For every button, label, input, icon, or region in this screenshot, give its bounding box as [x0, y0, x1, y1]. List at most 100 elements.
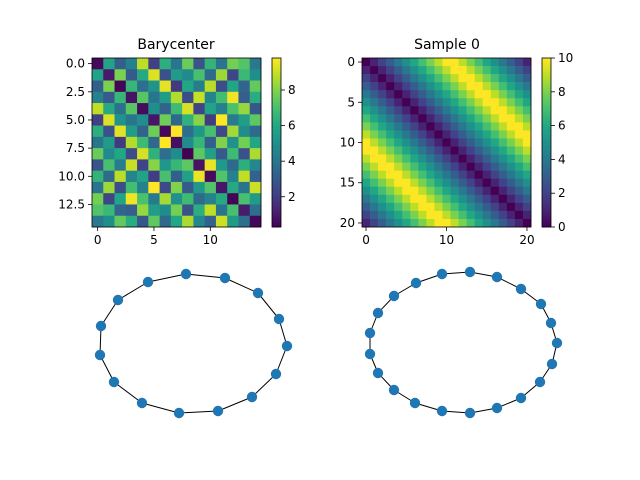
heatmap-cell: [402, 130, 411, 139]
heatmap-cell: [193, 69, 205, 81]
heatmap-cell: [204, 69, 217, 81]
heatmap-cell: [114, 58, 127, 70]
heatmap-cell: [434, 210, 443, 220]
colorbar-segment: [542, 205, 551, 209]
y-tick-label: 10: [340, 136, 355, 150]
colorbar-segment: [542, 92, 551, 96]
heatmap-cell: [474, 106, 484, 115]
graph-node: [535, 298, 547, 310]
heatmap-cell: [182, 103, 194, 115]
heatmap-cell: [402, 218, 411, 228]
heatmap-cell: [466, 130, 475, 139]
colorbar-segment: [272, 171, 281, 175]
heatmap-cell: [410, 138, 419, 147]
heatmap-cell: [418, 114, 427, 123]
heatmap-cell: [410, 130, 419, 139]
heatmap-cell: [426, 154, 435, 163]
heatmap-cell: [466, 90, 475, 99]
heatmap-cell: [182, 125, 194, 138]
colorbar-segment: [272, 73, 281, 77]
heatmap-cell: [125, 91, 138, 104]
heatmap-cell: [370, 202, 379, 212]
colorbar-segment: [542, 147, 551, 151]
heatmap-cell: [378, 98, 387, 107]
heatmap-cell: [394, 74, 403, 83]
heatmap-cell: [522, 218, 532, 228]
heatmap-cell: [238, 91, 251, 104]
barycenter-title: Barycenter: [137, 37, 215, 53]
heatmap-cell: [215, 69, 228, 81]
heatmap-cell: [522, 114, 532, 123]
barycenter-graph: [94, 268, 293, 419]
colorbar-tick-label: 4: [288, 154, 296, 168]
heatmap-cell: [378, 178, 387, 188]
colorbar-segment: [272, 182, 281, 186]
heatmap-cell: [148, 58, 160, 70]
colorbar-segment: [542, 190, 551, 194]
heatmap-cell: [125, 136, 138, 149]
heatmap-cell: [514, 186, 524, 196]
heatmap-cell: [466, 122, 475, 131]
heatmap-cell: [442, 98, 451, 107]
heatmap-cell: [506, 210, 516, 220]
heatmap-cell: [159, 91, 172, 104]
heatmap-cell: [394, 210, 403, 220]
heatmap-cell: [249, 114, 262, 126]
heatmap-cell: [227, 193, 239, 205]
heatmap-cell: [514, 146, 524, 155]
heatmap-cell: [204, 181, 217, 194]
heatmap-cell: [474, 130, 484, 139]
heatmap-cell: [386, 98, 395, 107]
heatmap-cell: [434, 202, 443, 212]
heatmap-cell: [114, 125, 127, 138]
heatmap-cell: [114, 69, 127, 81]
heatmap-cell: [490, 194, 500, 204]
heatmap-cell: [204, 114, 217, 126]
heatmap-cell: [418, 194, 427, 204]
heatmap-cell: [434, 122, 443, 131]
heatmap-cell: [378, 146, 387, 155]
colorbar-segment: [272, 124, 281, 128]
heatmap-cell: [458, 186, 467, 196]
heatmap-cell: [378, 66, 387, 75]
colorbar-segment: [272, 131, 281, 135]
colorbar-segment: [542, 60, 551, 64]
barycenter-heatmap-cells: [92, 58, 262, 228]
heatmap-cell: [114, 181, 127, 194]
heatmap-cell: [378, 202, 387, 212]
colorbar-segment: [272, 105, 281, 109]
heatmap-cell: [182, 215, 194, 228]
heatmap-cell: [498, 90, 508, 99]
heatmap-cell: [394, 154, 403, 163]
colorbar-segment: [272, 158, 281, 162]
sample-0-colorbar: 0 2 4 6 8 10: [541, 51, 573, 234]
heatmap-cell: [394, 98, 403, 107]
heatmap-cell: [514, 90, 524, 99]
heatmap-cell: [103, 69, 115, 81]
heatmap-cell: [170, 91, 183, 104]
heatmap-cell: [103, 103, 115, 115]
heatmap-cell: [159, 125, 172, 138]
heatmap-cell: [159, 136, 172, 149]
heatmap-cell: [394, 58, 403, 67]
heatmap-cell: [92, 136, 104, 149]
colorbar-segment: [542, 155, 551, 159]
heatmap-cell: [514, 194, 524, 204]
heatmap-cell: [215, 148, 228, 160]
heatmap-cell: [498, 170, 508, 180]
colorbar-segment: [272, 71, 281, 75]
heatmap-cell: [402, 210, 411, 220]
heatmap-cell: [103, 80, 115, 93]
heatmap-cell: [92, 80, 104, 93]
heatmap-cell: [362, 122, 371, 131]
heatmap-cell: [410, 58, 419, 67]
heatmap-cell: [490, 154, 500, 163]
heatmap-cell: [394, 186, 403, 196]
heatmap-cell: [498, 122, 508, 131]
colorbar-frame: [271, 57, 282, 228]
heatmap-cell: [137, 103, 149, 115]
heatmap-cell: [498, 218, 508, 228]
heatmap-cell: [204, 215, 217, 228]
colorbar-segment: [272, 176, 281, 180]
